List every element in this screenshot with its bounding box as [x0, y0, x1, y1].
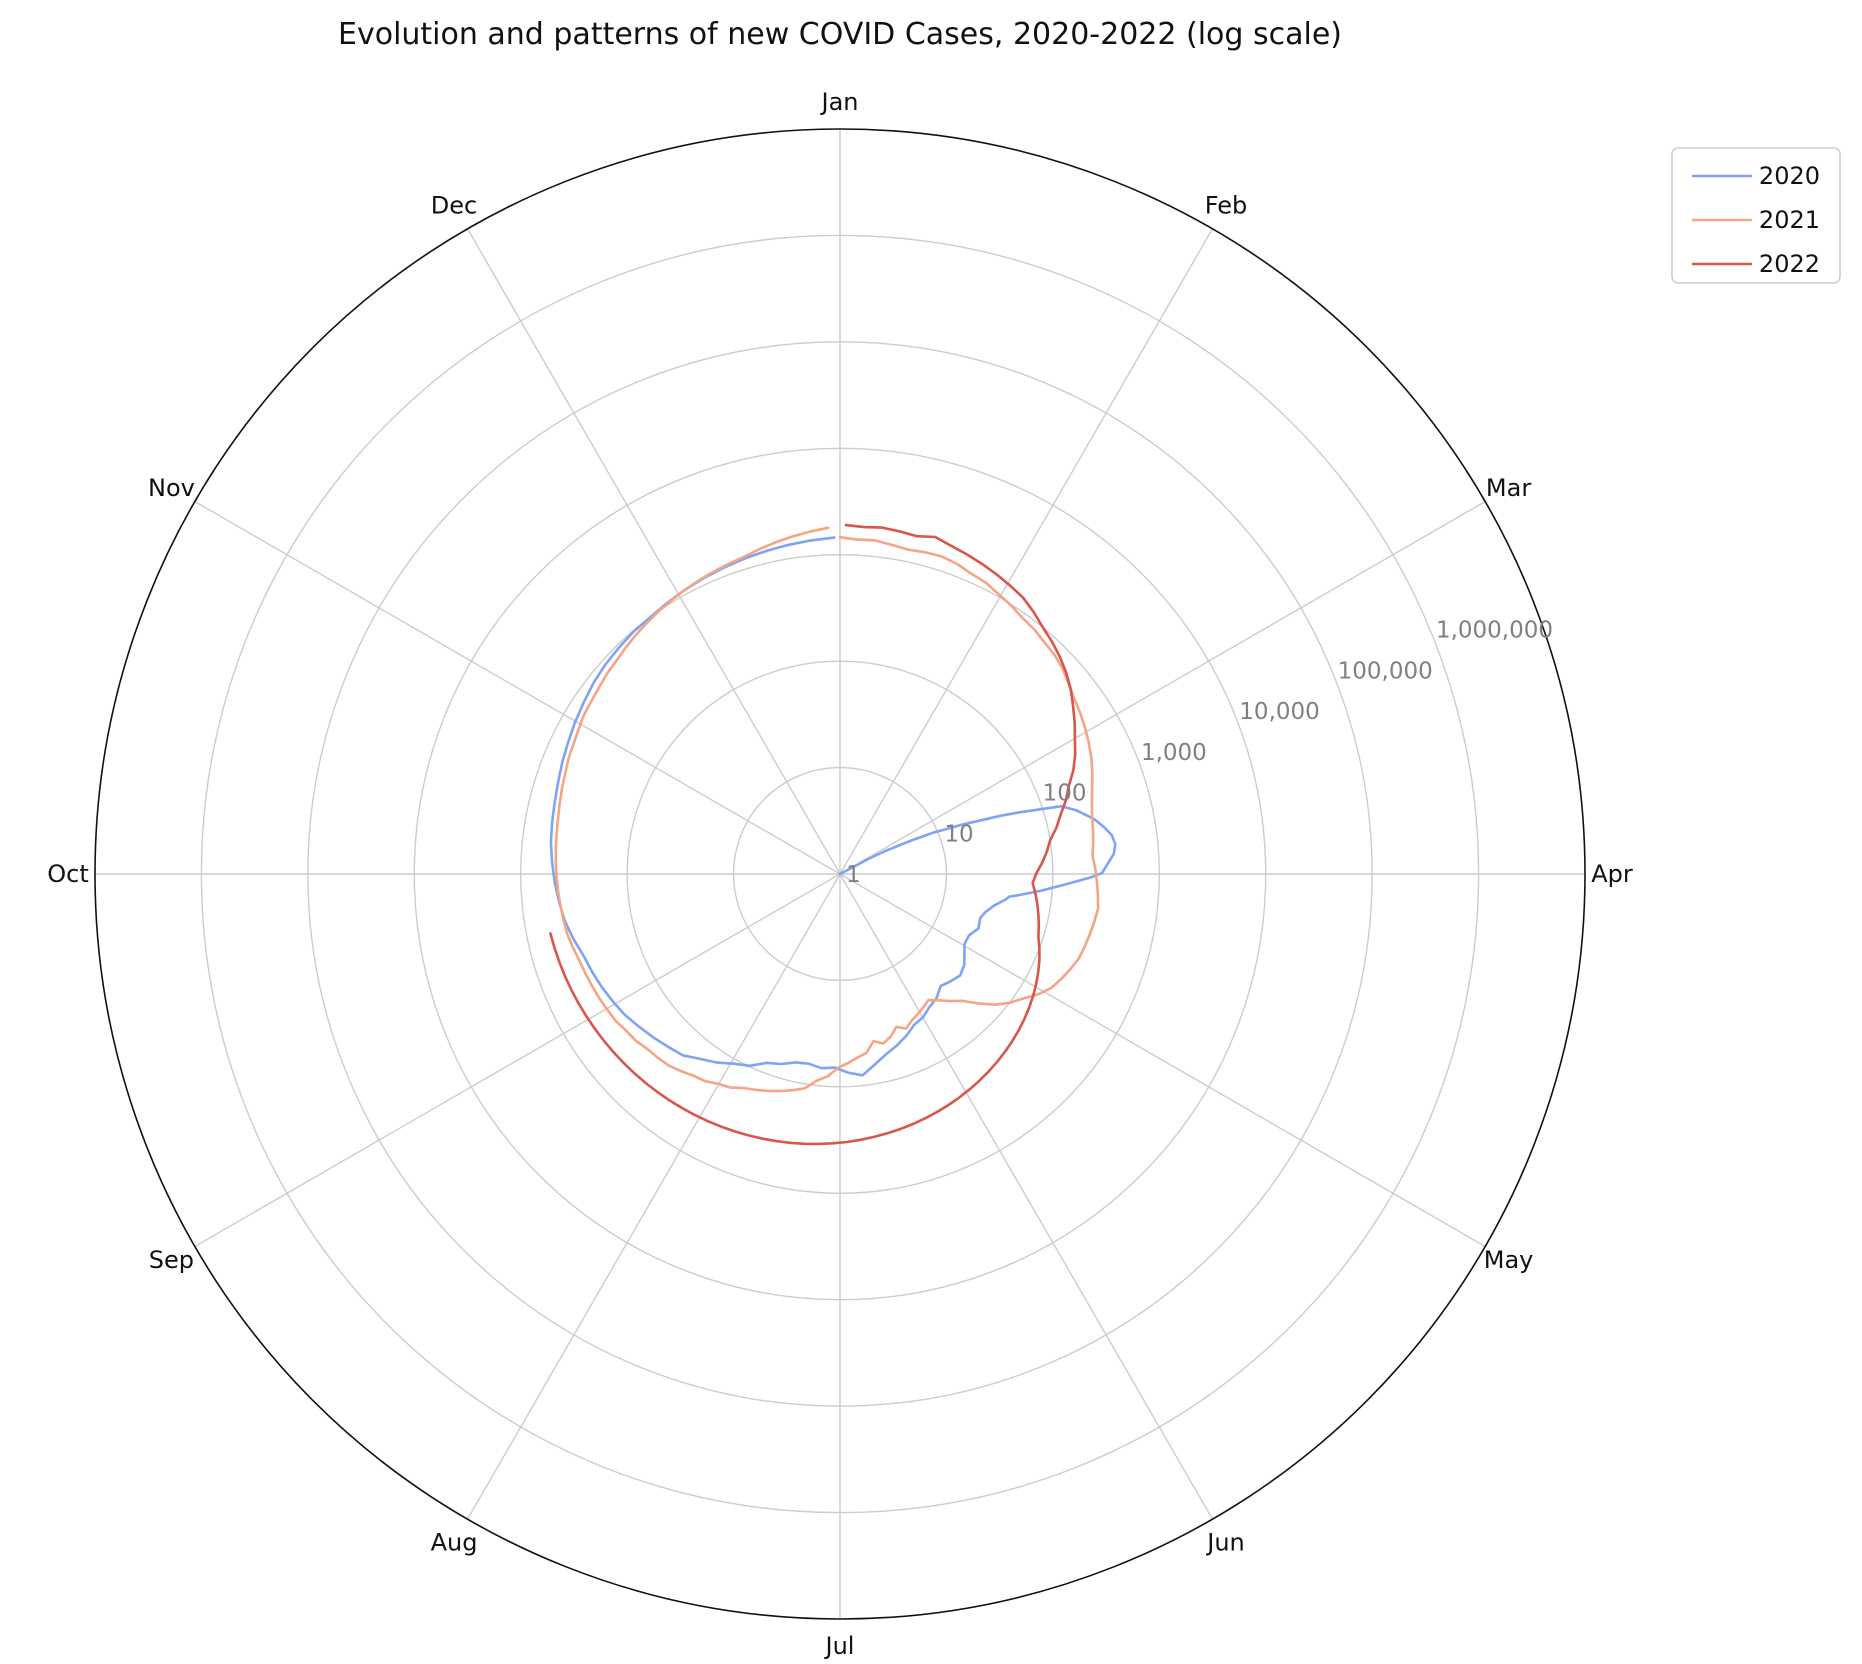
series-line-2022 — [549, 523, 1077, 1146]
month-label-aug: Aug — [431, 1529, 478, 1557]
grid-circle-1 — [732, 766, 948, 982]
month-label-oct: Oct — [47, 860, 89, 888]
grid-circle-5 — [307, 341, 1373, 1407]
spoke-may — [839, 873, 1486, 1248]
grid-circle-3 — [520, 554, 1160, 1194]
month-label-feb: Feb — [1205, 191, 1248, 219]
chart-title: Evolution and patterns of new COVID Case… — [338, 17, 1342, 52]
radial-tick-label-6: 1,000,000 — [1436, 618, 1553, 644]
spoke-mar — [839, 500, 1486, 875]
month-label-jul: Jul — [824, 1632, 855, 1660]
spoke-feb — [839, 228, 1214, 875]
month-label-mar: Mar — [1486, 474, 1531, 502]
radial-tick-label-5: 100,000 — [1338, 658, 1433, 684]
month-label-nov: Nov — [148, 474, 195, 502]
spoke-dec — [466, 228, 841, 875]
month-label-apr: Apr — [1591, 860, 1633, 888]
grid-circle-2 — [626, 660, 1054, 1088]
series-line-2020 — [549, 536, 1117, 1077]
spoke-sep — [194, 873, 841, 1248]
month-label-dec: Dec — [431, 191, 477, 219]
legend-label-2022: 2022 — [1759, 250, 1820, 278]
legend-label-2020: 2020 — [1759, 162, 1820, 190]
series-line-2021 — [554, 526, 1100, 1093]
outer-spine — [94, 128, 1586, 1620]
radial-tick-label-4: 10,000 — [1239, 699, 1319, 725]
spoke-nov — [194, 500, 841, 875]
grid-circle-4 — [413, 447, 1267, 1301]
radial-tick-label-3: 1,000 — [1141, 740, 1207, 766]
legend: 2020 2021 2022 — [1671, 147, 1841, 284]
radial-tick-label-1: 10 — [944, 821, 973, 847]
polar-grid — [94, 128, 1586, 1620]
month-label-jan: Jan — [820, 88, 859, 116]
radial-tick-label-0: 1 — [846, 862, 861, 888]
legend-frame — [1671, 147, 1841, 284]
month-label-sep: Sep — [149, 1246, 194, 1274]
series-lines — [549, 523, 1117, 1146]
radial-tick-label-2: 100 — [1043, 781, 1087, 807]
spoke-jun — [839, 873, 1214, 1520]
grid-circle-6 — [200, 234, 1480, 1514]
spoke-aug — [466, 873, 841, 1520]
month-label-may: May — [1484, 1246, 1534, 1274]
legend-label-2021: 2021 — [1759, 206, 1820, 234]
month-label-jun: Jun — [1205, 1529, 1245, 1557]
